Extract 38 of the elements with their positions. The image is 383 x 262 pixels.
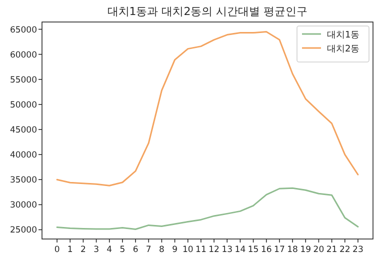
x-tick-label: 22 [339,245,350,255]
x-tick-label: 1 [67,245,73,255]
x-tick-label: 21 [326,245,338,255]
x-tick-label: 6 [132,245,138,255]
x-tick-label: 20 [313,245,324,255]
line-series [56,31,359,186]
y-tick-label: 25000 [10,226,37,236]
legend-label: 대치1동 [327,30,360,40]
line-series [56,187,359,230]
y-tick-label: 35000 [10,176,37,186]
y-tick-label: 50000 [10,100,37,110]
y-tick-label: 45000 [10,126,37,136]
y-tick-label: 30000 [10,200,37,211]
x-tick-label: 11 [196,245,206,255]
y-tick-label: 60000 [10,50,37,60]
legend-label: 대치2동 [327,44,360,54]
x-tick-label: 7 [146,245,152,255]
x-tick-label: 14 [234,245,246,255]
x-tick-label: 15 [248,245,259,255]
y-tick-label: 40000 [10,150,37,161]
x-tick-label: 5 [120,245,126,255]
x-tick-label: 16 [260,245,272,255]
y-tick-label: 55000 [10,75,37,86]
x-tick-label: 10 [182,245,194,255]
x-tick-label: 2 [80,245,86,255]
x-tick-label: 0 [54,245,60,255]
x-tick-label: 18 [287,245,298,255]
x-tick-label: 3 [94,245,100,255]
x-tick-label: 12 [208,245,220,255]
x-tick-label: 23 [352,245,364,255]
x-tick-label: 17 [274,245,285,255]
x-tick-label: 13 [222,245,233,255]
x-tick-label: 8 [159,245,164,255]
chart-title: 대치1동과 대치2동의 시간대별 평균인구 [107,5,308,18]
x-tick-label: 19 [300,245,312,255]
x-tick-label: 4 [106,245,112,255]
y-tick-label: 65000 [10,25,37,36]
x-tick-label: 9 [172,245,178,255]
